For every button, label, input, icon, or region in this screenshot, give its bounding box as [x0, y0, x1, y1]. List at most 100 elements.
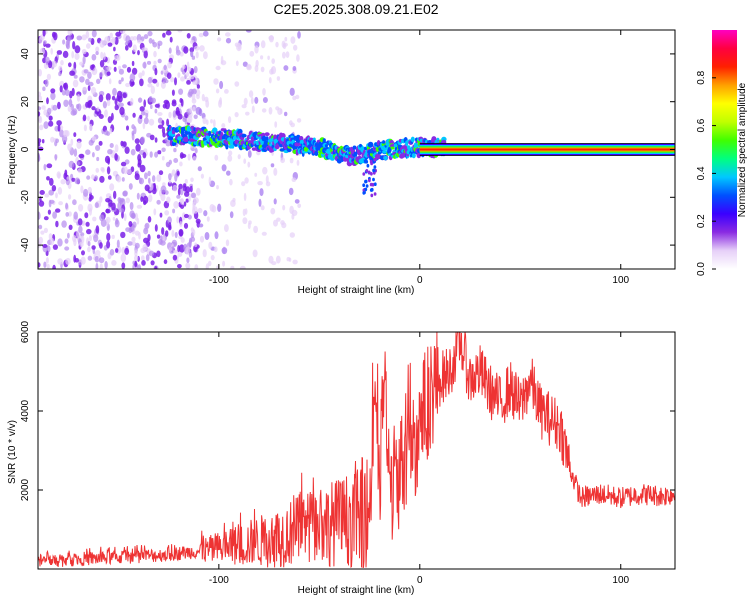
- spectrogram-noise-blob: [180, 204, 185, 210]
- spectrogram-noise-blob: [152, 78, 158, 84]
- spectrogram-noise-blob: [125, 197, 130, 204]
- spectrogram-noise-blob: [216, 185, 219, 190]
- spectrogram-noise-blob: [46, 73, 52, 81]
- spectrogram-noise-blob: [163, 259, 168, 265]
- spectrogram-noise-blob: [221, 123, 226, 129]
- spectrogram-signal-blob: [365, 184, 369, 188]
- spectrogram-noise-blob: [173, 158, 179, 163]
- spectrogram-noise-blob: [192, 80, 198, 85]
- spectrogram-noise-blob: [190, 50, 194, 58]
- spectrogram-noise-blob: [121, 210, 124, 219]
- spectrogram-noise-blob: [68, 98, 73, 107]
- spectrogram-noise-blob: [248, 90, 254, 98]
- spectrogram-noise-blob: [120, 253, 127, 263]
- spectrogram-noise-blob: [88, 235, 92, 242]
- spectrogram-noise-blob: [221, 164, 227, 172]
- spectrogram-noise-blob: [254, 172, 258, 177]
- spectrogram-noise-blob: [107, 116, 113, 124]
- spectrogram-noise-blob: [95, 51, 99, 56]
- spectrogram-noise-blob: [184, 179, 188, 184]
- spectrogram-noise-blob: [38, 138, 42, 144]
- spectrogram-noise-blob: [179, 229, 183, 237]
- spectrogram-noise-blob: [113, 66, 117, 72]
- spectrogram-noise-blob: [129, 73, 136, 82]
- spectrogram-noise-blob: [196, 84, 200, 89]
- spectrogram-noise-blob: [147, 76, 153, 84]
- spectrogram-noise-blob: [296, 54, 300, 62]
- spectrogram-noise-blob: [48, 115, 53, 121]
- spectrogram-noise-blob: [88, 81, 94, 87]
- spectrogram-signal-blob: [373, 157, 377, 162]
- spectrogram-noise-blob: [158, 170, 164, 176]
- spectrogram-noise-blob: [262, 166, 268, 175]
- spectrogram-signal-blob: [205, 134, 211, 140]
- colorbar: 0.0 0.2 0.4 0.6 0.8 Normalized spectral ampl…: [696, 30, 748, 276]
- spectrogram-noise-blob: [168, 111, 172, 119]
- spectrogram-noise-blob: [117, 197, 122, 203]
- spectrogram-noise-blob: [47, 209, 52, 215]
- spectrogram-noise-blob: [51, 60, 57, 68]
- spectrogram-noise-blob: [116, 239, 120, 248]
- spectrogram-noise-blob: [99, 71, 103, 78]
- spectrogram-noise-blob: [260, 205, 265, 211]
- spectrogram-signal-blob: [293, 135, 297, 140]
- spectrogram-noise-blob: [128, 183, 133, 190]
- spectrogram-noise-blob: [98, 114, 104, 119]
- spectrogram-noise-blob: [247, 222, 251, 230]
- spectrogram-noise-blob: [216, 265, 219, 269]
- spectrogram-noise-blob: [215, 65, 221, 71]
- spectrogram-noise-blob: [122, 92, 127, 99]
- spectrogram-noise-blob: [183, 46, 189, 54]
- spectrogram-noise-blob: [43, 121, 49, 129]
- spectrogram-noise-blob: [157, 58, 162, 64]
- spectrogram-noise-blob: [180, 198, 185, 205]
- spectrogram-noise-blob: [228, 150, 233, 156]
- spectrogram-noise-blob: [84, 212, 89, 219]
- spectrogram-noise-blob: [275, 255, 281, 264]
- spectrogram-noise-blob: [194, 242, 198, 248]
- spectrogram-noise-blob: [81, 48, 87, 55]
- spectrogram-noise-blob: [259, 188, 264, 197]
- spectrogram-noise-blob: [189, 75, 195, 80]
- spectrogram-noise-blob: [54, 154, 58, 161]
- spectrogram-signal-blob: [382, 140, 386, 144]
- spectrogram-noise-blob: [80, 185, 84, 194]
- spectrogram-noise-blob: [232, 197, 236, 203]
- spectrogram-noise-blob: [288, 187, 294, 196]
- spectrogram-noise-blob: [199, 235, 205, 243]
- spectrogram-noise-blob: [186, 33, 191, 39]
- spectrogram-noise-blob: [151, 97, 157, 104]
- spectrogram-noise-blob: [64, 169, 68, 177]
- spectrogram-signal-blob: [359, 143, 362, 148]
- spectrogram-noise-blob: [172, 254, 178, 261]
- spectrogram-signal-blob: [405, 140, 409, 147]
- spectrogram-noise-blob: [104, 109, 108, 118]
- spectrogram-signal-blob: [172, 142, 177, 146]
- spectrogram-noise-blob: [65, 212, 69, 217]
- spectrogram-noise-blob: [173, 201, 179, 209]
- spectrogram-noise-blob: [187, 153, 191, 161]
- spectrogram-noise-blob: [242, 61, 248, 67]
- spectrogram-noise-blob: [154, 137, 158, 143]
- spectrogram-noise-blob: [143, 99, 146, 108]
- spectrogram-noise-blob: [96, 78, 101, 85]
- colorbar-gradient: [712, 30, 737, 269]
- spectrogram-noise-blob: [79, 241, 84, 248]
- spectrogram-noise-blob: [168, 173, 172, 181]
- spectrogram-noise-blob: [134, 230, 140, 236]
- spectrogram-signal-blob: [373, 182, 377, 186]
- spectrogram-noise-blob: [43, 62, 49, 69]
- spectrogram-noise-blob: [111, 95, 116, 101]
- spectrogram-noise-blob: [147, 83, 153, 88]
- spectrogram-noise-blob: [74, 52, 80, 61]
- snr-ticks: -100 0 100 2000 4000 6000: [20, 320, 675, 586]
- spectrogram-noise-blob: [193, 45, 200, 51]
- spectrogram-xtick-label: -100: [209, 275, 229, 286]
- spectrogram-noise-blob: [225, 37, 232, 44]
- spectrogram-noise-blob: [199, 45, 205, 52]
- spectrogram-noise-blob: [191, 93, 196, 101]
- spectrogram-noise-blob: [163, 64, 167, 71]
- spectrogram-noise-blob: [59, 85, 63, 93]
- spectrogram-noise-blob: [78, 225, 83, 233]
- spectrogram-noise-blob: [103, 52, 106, 60]
